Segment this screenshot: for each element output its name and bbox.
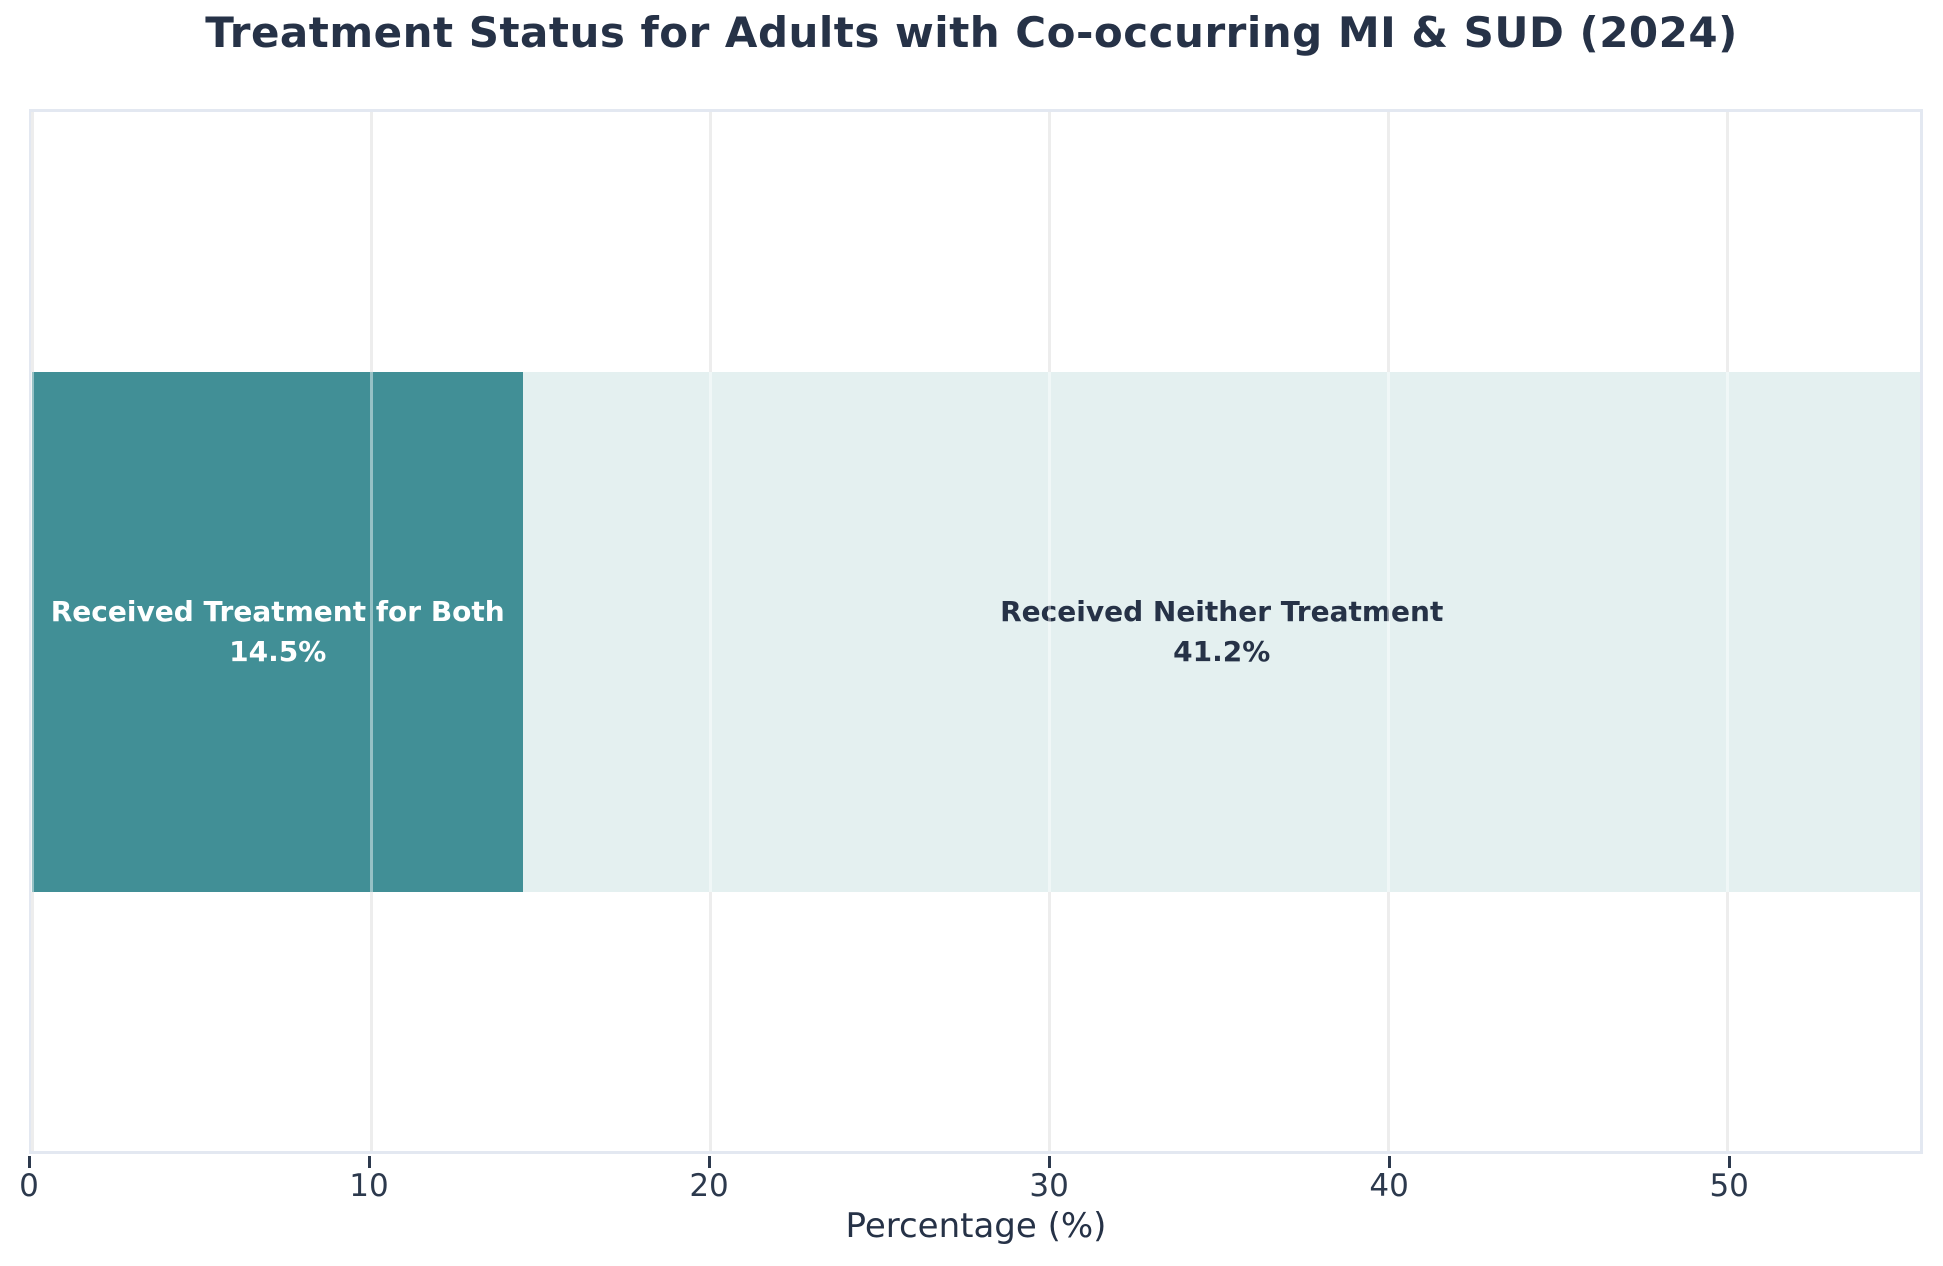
segment-category-text: Received Treatment for Both	[50, 595, 505, 629]
bar-gridline-x-40	[1386, 371, 1390, 892]
bar-gridline-x-30	[1047, 371, 1051, 892]
x-tick-mark-50	[1728, 1156, 1732, 1168]
x-tick-label-10: 10	[349, 1168, 389, 1204]
bar-gridline-x-20	[708, 371, 712, 892]
x-tick-mark-10	[368, 1156, 372, 1168]
segment-category-text: Received Neither Treatment	[1000, 595, 1444, 629]
x-tick-label-20: 20	[689, 1168, 729, 1204]
stacked-bar: Received Treatment for Both 14.5% Received…	[32, 371, 1920, 892]
x-tick-label-40: 40	[1369, 1168, 1409, 1204]
segment-value-text: 41.2%	[1173, 634, 1271, 668]
x-tick-mark-30	[1048, 1156, 1052, 1168]
x-tick-mark-40	[1388, 1156, 1392, 1168]
segment-value-text: 14.5%	[229, 634, 327, 668]
bar-segment-received-neither-treatment: Received Neither Treatment 41.2%	[523, 371, 1920, 892]
x-tick-label-30: 30	[1029, 1168, 1069, 1204]
chart-title: Treatment Status for Adults with Co-occu…	[205, 8, 1738, 57]
x-tick-label-0: 0	[19, 1168, 39, 1204]
bar-gridline-x-10	[369, 371, 373, 892]
bar-segment-label-received-treatment-for-both: Received Treatment for Both 14.5%	[51, 592, 505, 670]
bar-segment-received-treatment-for-both: Received Treatment for Both 14.5%	[32, 371, 524, 892]
plot-area: Received Treatment for Both 14.5% Received…	[29, 109, 1923, 1154]
bar-gridline-x-0	[31, 371, 34, 892]
x-axis-title: Percentage (%)	[845, 1206, 1107, 1246]
bar-segment-label-received-neither-treatment: Received Neither Treatment 41.2%	[1000, 592, 1443, 670]
x-tick-label-50: 50	[1709, 1168, 1749, 1204]
x-tick-mark-20	[708, 1156, 712, 1168]
x-tick-mark-0	[28, 1156, 31, 1168]
bar-gridline-x-50	[1725, 371, 1729, 892]
